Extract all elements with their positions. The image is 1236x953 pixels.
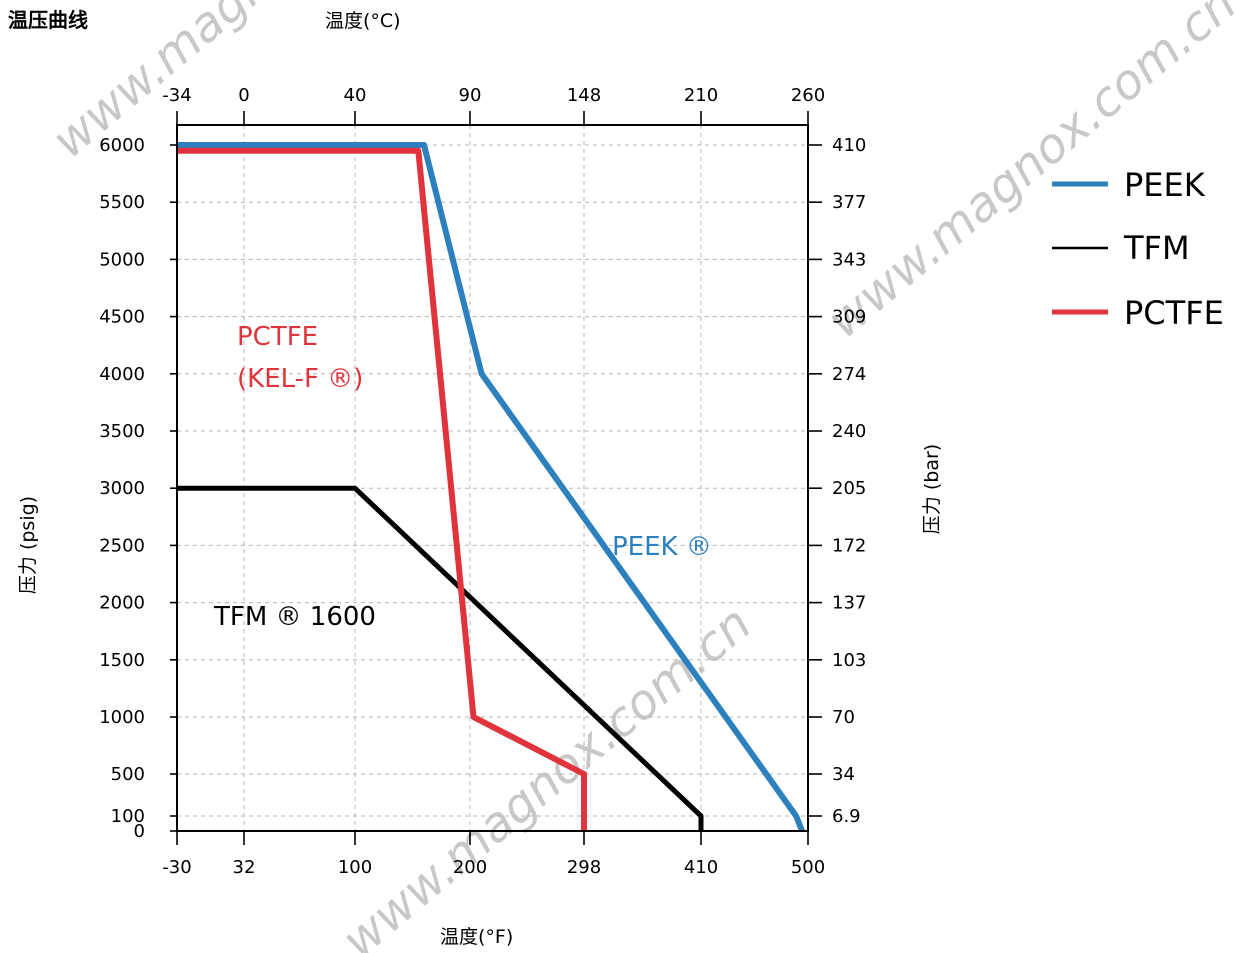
x-tick-label-bottom: 32 — [233, 857, 256, 878]
series-line-peek — [177, 142, 805, 833]
y-tick-label-left: 3000 — [99, 478, 145, 499]
legend: PEEK TFM PCTFE — [1052, 166, 1224, 332]
y-tick-label-right: 6.9 — [832, 806, 861, 827]
tfm-annotation: TFM ® 1600 — [213, 602, 376, 632]
x-tick-label-top: 148 — [567, 85, 601, 106]
y-tick-label-left: 500 — [111, 764, 145, 785]
y-tick-label-right: 274 — [832, 364, 866, 385]
y-tick-label-left: 3500 — [99, 421, 145, 442]
y-tick-label-right: 410 — [832, 135, 866, 156]
y-tick-label-right: 137 — [832, 593, 866, 614]
y-tick-label-right: 377 — [832, 192, 866, 213]
axis-ticks: 0100500100015002000250030003500400045005… — [99, 85, 866, 878]
series-lines — [177, 142, 805, 833]
pctfe-annotation-line2: (KEL-F ®) — [237, 364, 363, 394]
y-tick-label-left: 6000 — [99, 135, 145, 156]
y-tick-label-right: 343 — [832, 249, 866, 270]
page-title: 温压曲线 — [8, 8, 88, 32]
y-tick-label-right: 309 — [832, 307, 866, 328]
y-axis-right-label: 压力 (bar) — [921, 444, 943, 534]
grid — [177, 125, 808, 831]
legend-label-pctfe: PCTFE — [1124, 294, 1224, 332]
x-tick-label-top: 0 — [238, 85, 249, 106]
series-line-tfm — [177, 485, 704, 831]
y-tick-label-left: 2000 — [99, 593, 145, 614]
y-tick-label-left: 0 — [134, 821, 145, 842]
x-tick-label-bottom: 200 — [453, 857, 487, 878]
y-tick-label-left: 5000 — [99, 249, 145, 270]
x-tick-label-top: 260 — [791, 85, 825, 106]
y-tick-label-right: 172 — [832, 535, 866, 556]
x-tick-label-bottom: -30 — [162, 857, 191, 878]
y-tick-label-left: 4000 — [99, 364, 145, 385]
y-tick-label-left: 100 — [111, 806, 145, 827]
legend-label-tfm: TFM — [1123, 229, 1190, 267]
y-tick-label-right: 240 — [832, 421, 866, 442]
plot-frame — [176, 124, 809, 832]
legend-label-peek: PEEK — [1124, 166, 1206, 204]
peek-annotation: PEEK ® — [612, 532, 712, 562]
x-tick-label-bottom: 298 — [567, 857, 601, 878]
x-tick-label-top: 90 — [459, 85, 482, 106]
x-tick-label-bottom: 500 — [791, 857, 825, 878]
x-tick-label-bottom: 410 — [684, 857, 718, 878]
y-tick-label-left: 5500 — [99, 192, 145, 213]
x-axis-top-label: 温度(°C) — [325, 10, 401, 32]
y-tick-label-right: 70 — [832, 707, 855, 728]
x-tick-label-top: 40 — [344, 85, 367, 106]
y-tick-label-left: 2500 — [99, 535, 145, 556]
x-tick-label-top: -34 — [162, 85, 191, 106]
y-tick-label-left: 1000 — [99, 707, 145, 728]
y-tick-label-left: 1500 — [99, 650, 145, 671]
y-tick-label-right: 34 — [832, 764, 855, 785]
x-tick-label-top: 210 — [684, 85, 718, 106]
series-line-pctfe — [177, 147, 587, 831]
y-tick-label-right: 103 — [832, 650, 866, 671]
y-tick-label-right: 205 — [832, 478, 866, 499]
y-axis-left-label: 压力 (psig) — [17, 496, 39, 594]
x-axis-bottom-label: 温度(°F) — [440, 926, 513, 948]
y-tick-label-left: 4500 — [99, 307, 145, 328]
pctfe-annotation-line1: PCTFE — [237, 322, 318, 352]
x-tick-label-bottom: 100 — [338, 857, 372, 878]
